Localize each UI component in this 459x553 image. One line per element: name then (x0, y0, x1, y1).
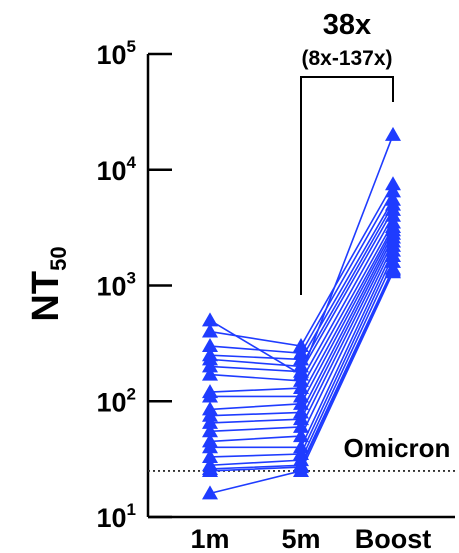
x-ticks: 1m 5m Boost (190, 524, 431, 553)
bracket-line (300, 76, 394, 295)
y-axis-label-subscript: 50 (46, 246, 71, 270)
data-point (293, 351, 309, 366)
series-13 (202, 233, 401, 438)
data-point (293, 338, 309, 353)
data-point (202, 448, 218, 463)
data-point (202, 414, 218, 429)
y-axis-label-main: NT (25, 271, 67, 322)
y-tick-label: 104 (96, 153, 136, 186)
fold-change-bracket (300, 76, 394, 295)
data-point (202, 423, 218, 438)
series-layer (202, 126, 401, 500)
data-point (202, 323, 218, 338)
x-tick-label: Boost (355, 524, 432, 553)
series-20 (202, 264, 401, 500)
data-point (385, 264, 401, 279)
y-tick-label: 101 (96, 500, 136, 533)
data-point (385, 183, 401, 198)
data-point (202, 462, 218, 477)
data-point (293, 388, 309, 403)
data-point (202, 485, 218, 500)
data-point (293, 462, 309, 477)
y-tick-label: 103 (96, 269, 136, 302)
y-axis-label: NT50 (25, 246, 71, 321)
data-point (202, 439, 218, 454)
y-ticks: 101 102 103 104 105 (96, 37, 172, 533)
data-point (385, 126, 401, 141)
data-point (202, 388, 218, 403)
data-point (202, 407, 218, 422)
omicron-label: Omicron (344, 433, 451, 463)
fold-change-label: 38x (323, 9, 371, 41)
data-point (202, 366, 218, 381)
x-tick-label: 1m (190, 524, 229, 553)
data-point (202, 351, 218, 366)
data-point (293, 411, 309, 426)
fold-change-ci-label: (8x-137x) (301, 47, 392, 70)
y-tick-label: 102 (96, 384, 136, 417)
data-point (202, 358, 218, 373)
x-tick-label: 5m (281, 524, 320, 553)
data-point (202, 338, 218, 353)
y-tick-label: 105 (96, 37, 136, 70)
data-point (202, 312, 218, 327)
data-point (293, 372, 309, 387)
data-point (385, 176, 401, 191)
